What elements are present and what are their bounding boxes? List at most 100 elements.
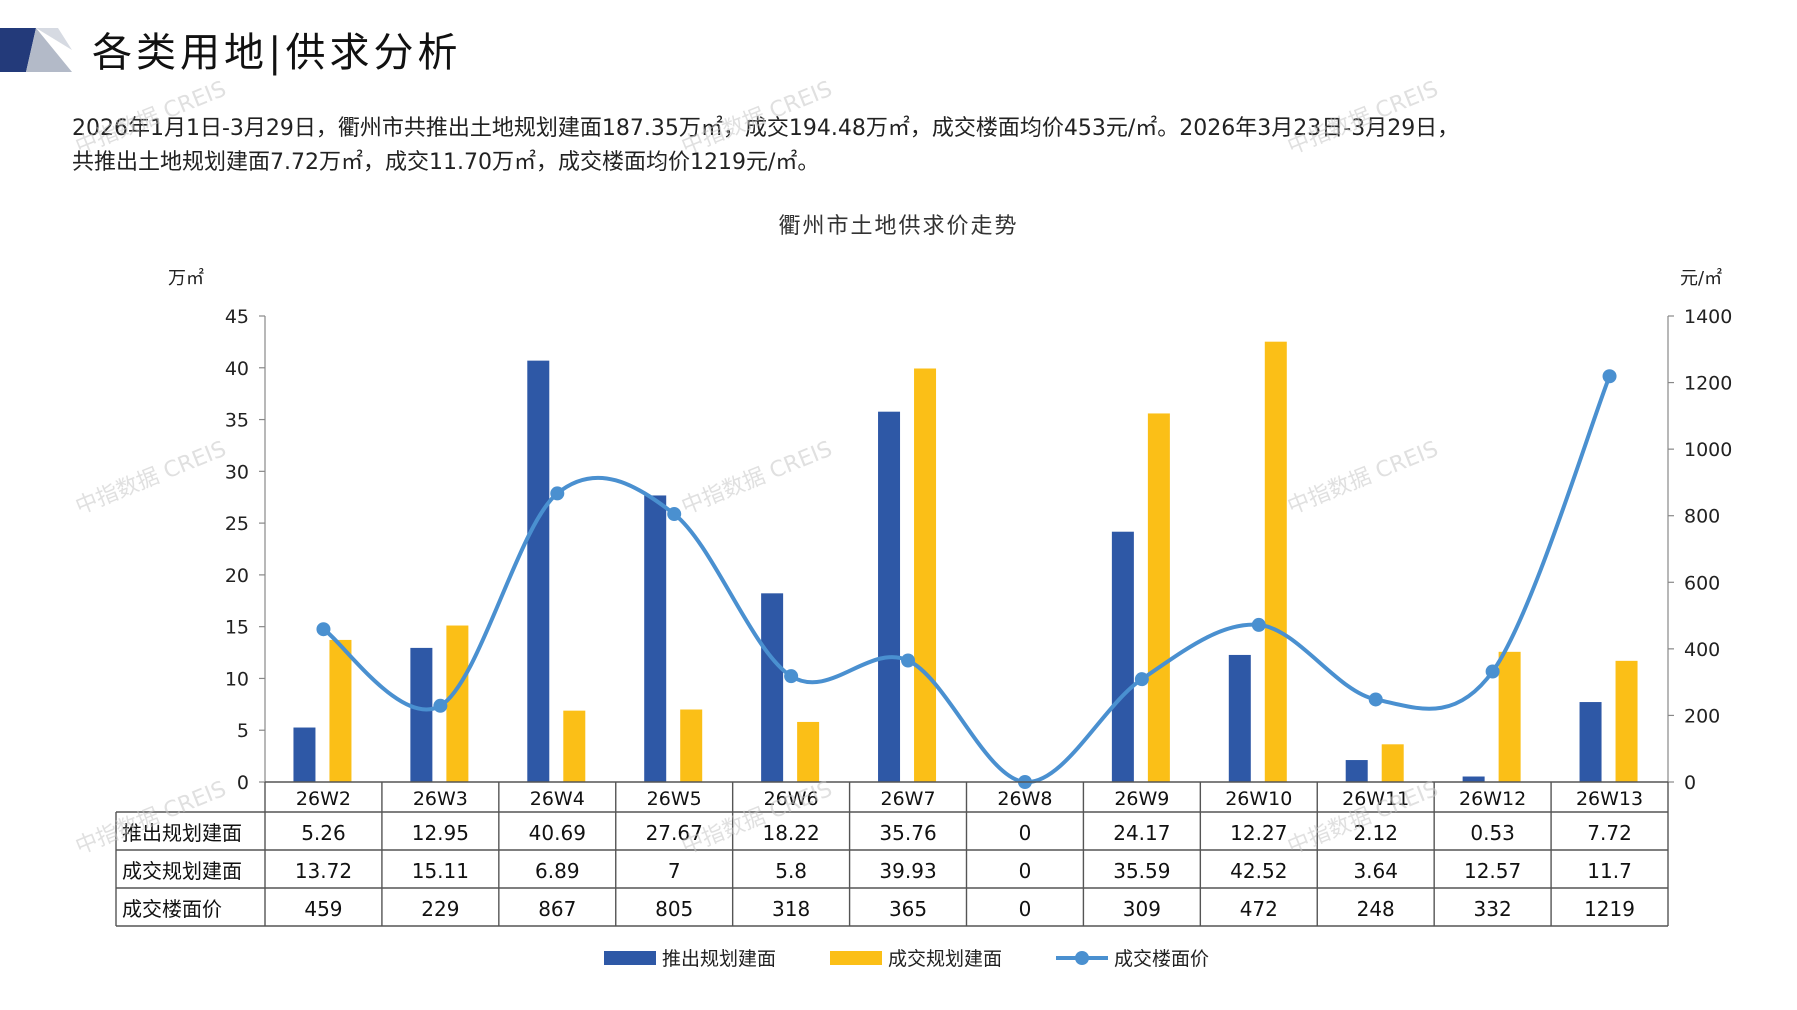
table-value: 42.52 <box>1230 859 1287 883</box>
table-value: 805 <box>655 897 693 921</box>
x-category-label: 26W13 <box>1576 788 1643 810</box>
legend-supply-label: 推出规划建面 <box>662 948 776 970</box>
table-value: 5.26 <box>301 821 346 845</box>
y-right-tick-label: 1000 <box>1684 439 1732 461</box>
table-value: 12.57 <box>1464 859 1521 883</box>
table-value: 7 <box>668 859 681 883</box>
bar-supply <box>1462 776 1485 782</box>
table-row-header: 推出规划建面 <box>122 821 242 845</box>
price-line <box>322 375 1612 785</box>
brand-logo-icon <box>0 28 72 72</box>
legend-deal-label: 成交规划建面 <box>888 948 1002 970</box>
table-value: 6.89 <box>535 859 580 883</box>
x-category-label: 26W8 <box>997 788 1052 810</box>
price-point <box>1485 664 1500 679</box>
table-value: 309 <box>1123 897 1161 921</box>
y-left-tick-label: 20 <box>225 565 249 587</box>
bar-supply <box>1579 702 1602 782</box>
x-category-label: 26W5 <box>647 788 702 810</box>
table-value: 0 <box>1019 821 1032 845</box>
price-point <box>1602 369 1617 384</box>
table-value: 365 <box>889 897 927 921</box>
table-value: 1219 <box>1584 897 1635 921</box>
table-value: 0 <box>1019 897 1032 921</box>
y-right-tick-label: 1200 <box>1684 373 1732 395</box>
price-point <box>901 653 916 668</box>
y-right-tick-label: 0 <box>1684 772 1696 794</box>
table-row-header: 成交规划建面 <box>122 859 242 883</box>
x-category-label: 26W12 <box>1459 788 1526 810</box>
y-left-tick-label: 40 <box>225 358 249 380</box>
legend-price-dot <box>1075 951 1089 965</box>
table-value: 13.72 <box>295 859 352 883</box>
price-point <box>1368 692 1383 707</box>
table-value: 35.59 <box>1113 859 1170 883</box>
price-point <box>1134 672 1149 687</box>
bar-supply <box>1111 531 1134 782</box>
y-left-tick-label: 15 <box>225 617 249 639</box>
bar-supply <box>293 727 316 782</box>
y-left-unit-label: 万㎡ <box>168 267 204 289</box>
table-value: 18.22 <box>762 821 819 845</box>
table-value: 35.76 <box>879 821 936 845</box>
table-value: 24.17 <box>1113 821 1170 845</box>
table-value: 11.7 <box>1587 859 1632 883</box>
bar-supply <box>644 495 667 782</box>
table-value: 40.69 <box>529 821 586 845</box>
x-category-label: 26W11 <box>1342 788 1409 810</box>
legend-price-label: 成交楼面价 <box>1114 948 1209 970</box>
chart-title: 衢州市土地供求价走势 <box>778 214 1019 239</box>
y-left-tick-label: 35 <box>225 410 249 432</box>
bar-deal <box>1381 744 1404 782</box>
price-point <box>1251 617 1266 632</box>
table-value: 12.95 <box>412 821 469 845</box>
bar-supply <box>1345 760 1368 782</box>
legend-deal-swatch <box>830 951 882 965</box>
table-value: 27.67 <box>646 821 703 845</box>
x-category-label: 26W4 <box>530 788 585 810</box>
table-value: 15.11 <box>412 859 469 883</box>
y-left-tick-label: 25 <box>225 513 249 535</box>
bar-supply <box>761 593 784 782</box>
table-value: 0 <box>1019 859 1032 883</box>
legend-supply-swatch <box>604 951 656 965</box>
bar-deal <box>329 639 352 782</box>
y-left-tick-label: 10 <box>225 668 249 690</box>
table-value: 0.53 <box>1470 821 1515 845</box>
x-category-label: 26W10 <box>1225 788 1292 810</box>
bar-supply <box>1228 654 1251 782</box>
bar-deal <box>563 710 586 782</box>
logo-dark-shape <box>0 28 36 72</box>
price-point <box>784 669 799 684</box>
x-category-label: 26W2 <box>296 788 351 810</box>
x-category-label: 26W7 <box>881 788 936 810</box>
summary-line-2: 共推出土地规划建面7.72万㎡，成交11.70万㎡，成交楼面均价1219元/㎡。 <box>72 150 820 175</box>
page-title: 各类用地|供求分析 <box>92 30 462 76</box>
bar-deal <box>797 721 820 782</box>
bar-deal <box>1615 660 1638 782</box>
x-category-label: 26W9 <box>1114 788 1169 810</box>
y-right-tick-label: 600 <box>1684 572 1720 594</box>
table-value: 459 <box>304 897 342 921</box>
y-right-tick-label: 200 <box>1684 705 1720 727</box>
table-value: 3.64 <box>1353 859 1398 883</box>
bar-supply <box>410 647 433 782</box>
bar-deal <box>1498 651 1521 782</box>
table-value: 867 <box>538 897 576 921</box>
bar-supply <box>527 360 550 782</box>
price-point <box>667 507 682 522</box>
y-left-tick-label: 45 <box>225 306 249 328</box>
table-row-header: 成交楼面价 <box>122 897 222 921</box>
table-value: 39.93 <box>879 859 936 883</box>
table-value: 248 <box>1357 897 1395 921</box>
bar-deal <box>914 368 937 782</box>
table-value: 2.12 <box>1353 821 1398 845</box>
y-right-tick-label: 1400 <box>1684 306 1732 328</box>
price-point <box>316 622 331 637</box>
table-value: 472 <box>1240 897 1278 921</box>
table-value: 318 <box>772 897 810 921</box>
bar-deal <box>446 625 469 782</box>
y-left-tick-label: 5 <box>237 720 249 742</box>
price-point <box>550 486 565 501</box>
bar-deal <box>680 709 703 782</box>
